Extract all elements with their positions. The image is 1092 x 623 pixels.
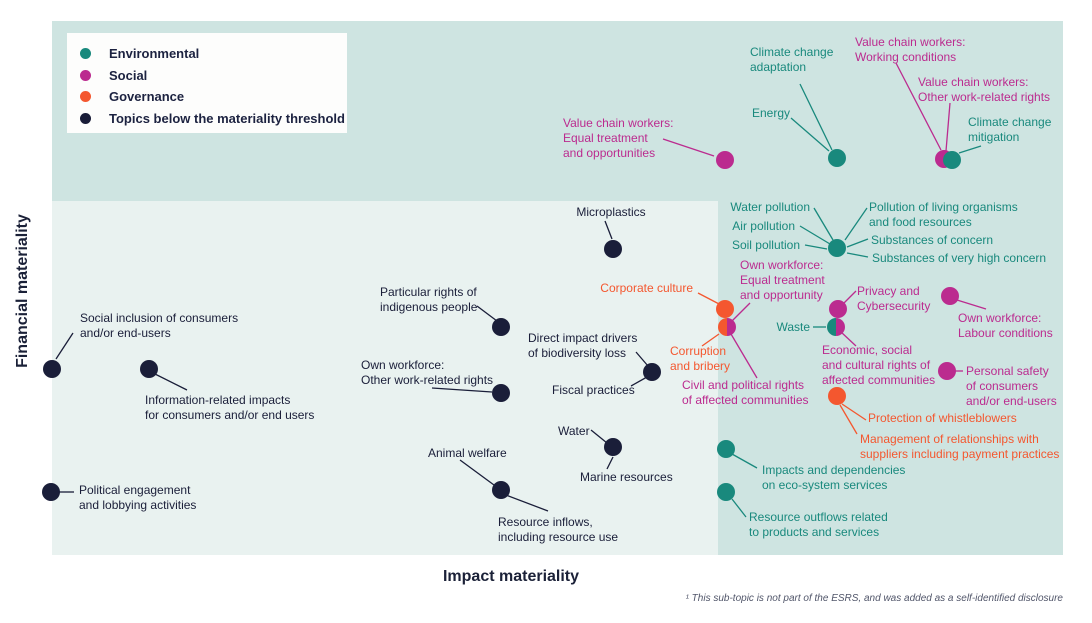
x-axis-label: Impact materiality xyxy=(442,568,580,585)
point-label-personal-safety-of-consumers-and-or-end-users: Personal safety of consumers and/or end-us… xyxy=(966,364,1057,408)
legend-dot-below-threshold xyxy=(80,112,91,124)
legend-dot-governance xyxy=(80,91,91,103)
point-label-social-inclusion-of-consumers-and-or-end-users: Social inclusion of consumers and/or end-… xyxy=(80,311,239,340)
point-label-information-related-impacts-for-consumers-and-or-end-users: Information-related impacts for consumers… xyxy=(145,393,315,422)
point-label-microplastics: Microplastics xyxy=(576,205,646,219)
legend-label: Topics below the materiality threshold xyxy=(109,110,345,126)
point-label-resource-inflows-including-resource-use: Resource inflows, including resource use xyxy=(498,515,619,544)
point-label-own-workforce-other-work-related-rights: Own workforce: Other work-related rights xyxy=(361,358,494,387)
point-label-marine-resources: Marine resources xyxy=(580,470,673,484)
point-label-particular-rights-of-indigenous-people: Particular rights of indigenous people xyxy=(380,285,478,314)
point-label-air-pollution: Air pollution xyxy=(732,219,795,233)
point-label-fiscal-practices: Fiscal practices xyxy=(552,383,635,397)
point-label-civil-and-political-rights-of-affected-communities: Civil and political rights of affected co… xyxy=(682,378,809,407)
point-label-value-chain-workers-other-work-related-rights: Value chain workers: Other work-related r… xyxy=(918,75,1051,104)
point-label-energy: Energy xyxy=(752,106,791,120)
point-label-substances-of-very-high-concern: Substances of very high concern xyxy=(872,251,1047,265)
footnote: ¹ This sub-topic is not part of the ESRS… xyxy=(685,593,1063,604)
legend: Environmental Social Governance Topics belo… xyxy=(67,33,347,133)
point-label-pollution-of-living-organisms-and-food-resources: Pollution of living organisms and food re… xyxy=(869,200,1018,229)
legend-dot-social xyxy=(80,69,91,81)
point-label-value-chain-workers-equal-treatment-and-opportunities: Value chain workers: Equal treatment and o… xyxy=(563,116,674,160)
y-axis-label: Financial materiality xyxy=(14,214,31,368)
point-label-privacy-and-cybersecurity: Privacy and Cybersecurity xyxy=(857,284,931,313)
point-label-soil-pollution: Soil pollution xyxy=(731,238,800,252)
legend-item-social: Social xyxy=(67,65,347,87)
point-label-waste: Waste xyxy=(776,320,810,334)
point-label-animal-welfare: Animal welfare xyxy=(428,446,507,460)
point-label-management-of-relationships-with-suppliers-including-payment-practices: Management of relationships with supplier… xyxy=(860,432,1060,461)
point-label-political-engagement-and-lobbying-activities: Political engagement and lobbying activit… xyxy=(79,483,197,512)
point-label-substances-of-concern: Substances of concern xyxy=(871,233,994,247)
legend-item-environmental: Environmental xyxy=(67,43,347,65)
legend-dot-environmental xyxy=(80,48,91,60)
legend-item-below-threshold: Topics below the materiality threshold xyxy=(67,108,347,130)
legend-item-governance: Governance xyxy=(67,86,347,108)
point-label-value-chain-workers-working-conditions: Value chain workers: Working conditions xyxy=(855,35,966,64)
point-label-corruption-and-bribery: Corruption and bribery xyxy=(670,344,731,373)
point-label-protection-of-whistleblowers: Protection of whistleblowers xyxy=(868,411,1017,425)
point-label-climate-change-mitigation: Climate change mitigation xyxy=(968,115,1052,144)
point-label-impacts-and-dependencies-on-eco-system-services: Impacts and dependencies on eco-system se… xyxy=(762,463,906,492)
point-label-direct-impact-drivers-of-biodiversity-loss: Direct impact drivers of biodiversity los… xyxy=(528,331,638,360)
point-label-own-workforce-labour-conditions: Own workforce: Labour conditions xyxy=(958,311,1053,340)
point-label-climate-change-adaptation: Climate change adaptation xyxy=(750,45,834,74)
point-label-corporate-culture: Corporate culture xyxy=(600,281,693,295)
point-label-own-workforce-equal-treatment-and-opportunity: Own workforce: Equal treatment and opportu… xyxy=(740,258,825,302)
point-label-economic-social-and-cultural-rights-of-affected-communities: Economic, social and cultural rights of af… xyxy=(822,343,936,387)
point-label-resource-outflows-related-to-products-and-services: Resource outflows related to products and… xyxy=(749,510,888,539)
legend-label: Environmental xyxy=(109,46,200,62)
point-label-water: Water xyxy=(558,424,590,438)
point-label-water-pollution: Water pollution xyxy=(730,200,810,214)
legend-label: Social xyxy=(109,67,148,83)
legend-label: Governance xyxy=(109,89,185,105)
